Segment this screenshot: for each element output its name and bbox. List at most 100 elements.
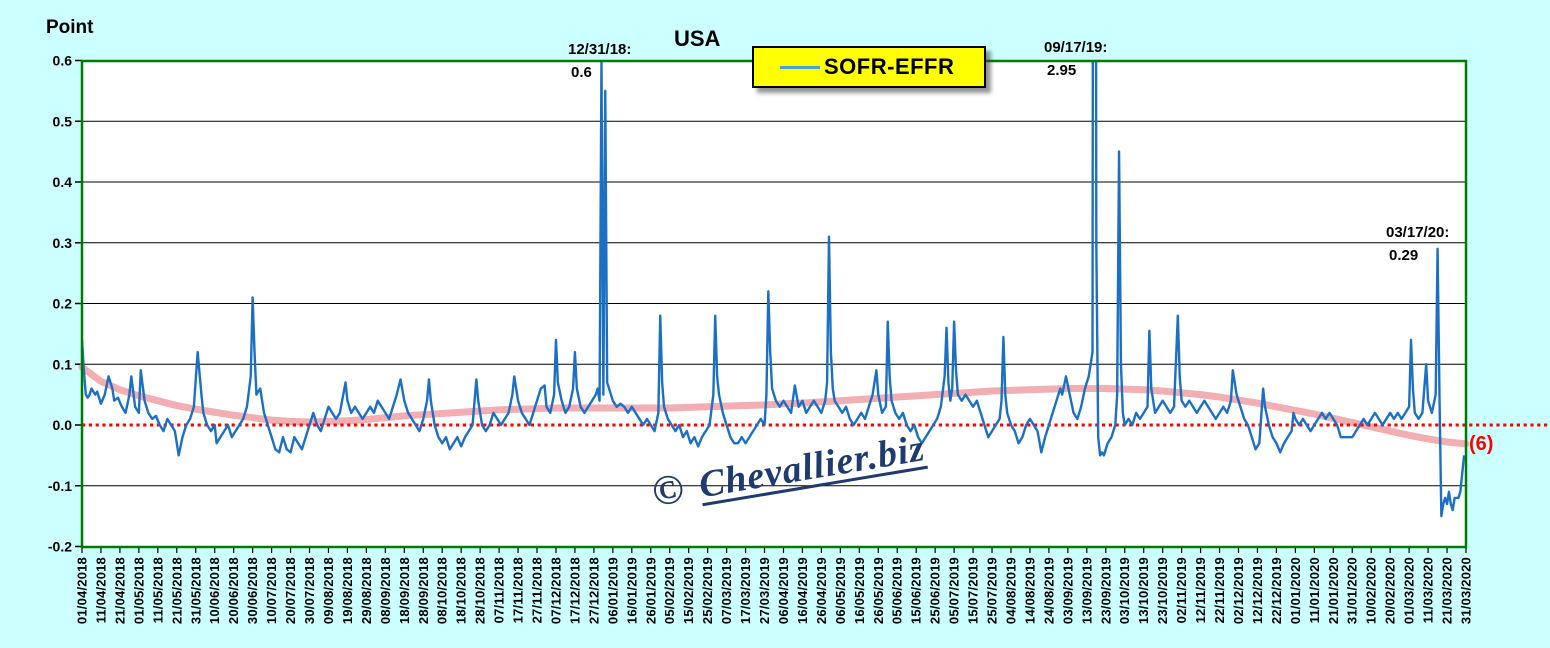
x-axis-label: 06/01/2019 — [605, 557, 620, 624]
sofr-effr-line — [82, 61, 1466, 518]
x-axis-label: 07/11/2018 — [492, 557, 507, 623]
x-axis-label: 05/07/2019 — [947, 557, 962, 624]
x-axis-label: 11/03/2020 — [1421, 557, 1436, 623]
x-axis-label: 02/12/2019 — [1231, 557, 1246, 624]
y-axis-label: -0.2 — [48, 539, 72, 555]
x-axis-label: 07/03/2019 — [719, 557, 734, 624]
x-axis-label: 20/02/2020 — [1383, 557, 1398, 624]
x-axis-label: 03/10/2019 — [1117, 557, 1132, 624]
x-axis-label: 01/05/2018 — [131, 557, 146, 624]
x-axis-label: 15/06/2019 — [909, 557, 924, 624]
x-axis-label: 31/01/2020 — [1345, 557, 1360, 624]
annotation-value: 0.6 — [571, 64, 592, 81]
legend: SOFR-EFFR — [752, 46, 986, 88]
annotation-date: 09/17/19: — [1044, 39, 1108, 56]
y-axis-label: -0.1 — [48, 478, 72, 494]
x-axis-label: 03/09/2019 — [1060, 557, 1075, 624]
y-axis-title: Point — [46, 17, 94, 38]
x-axis-label: 06/04/2019 — [776, 557, 791, 624]
x-axis-label: 21/03/2020 — [1440, 557, 1455, 624]
x-axis-label: 11/04/2018 — [93, 557, 108, 623]
x-axis-label: 19/08/2018 — [340, 557, 355, 624]
x-axis-label: 05/06/2019 — [890, 557, 905, 624]
annotation-date: 03/17/20: — [1386, 224, 1450, 241]
x-axis-label: 13/10/2019 — [1136, 557, 1151, 624]
x-axis-label: 30/06/2018 — [245, 557, 260, 624]
x-axis-label: 27/03/2019 — [757, 557, 772, 624]
annotation-value: 2.95 — [1047, 62, 1077, 79]
x-axis-label: 04/08/2019 — [1003, 557, 1018, 624]
x-axis-label: 11/01/2020 — [1307, 557, 1322, 623]
x-axis-label: 15/07/2019 — [966, 557, 981, 624]
x-axis-label: 21/04/2018 — [112, 557, 127, 624]
x-axis-label: 07/12/2018 — [548, 557, 563, 624]
copyright-icon: © — [648, 465, 688, 517]
x-axis-label: 30/07/2018 — [302, 557, 317, 624]
x-axis-label: 12/12/2019 — [1250, 557, 1265, 624]
x-axis-label: 10/06/2018 — [207, 557, 222, 624]
y-axis-label: 0.4 — [53, 174, 73, 190]
annotation-date: 12/31/18: — [568, 41, 632, 58]
x-axis-label: 22/12/2019 — [1269, 557, 1284, 624]
x-axis-label: 23/10/2019 — [1155, 557, 1170, 624]
x-axis-label: 18/10/2018 — [454, 557, 469, 624]
x-axis-label: 27/12/2018 — [586, 557, 601, 624]
x-axis-label: 08/09/2018 — [378, 557, 393, 624]
x-axis-label: 22/11/2019 — [1212, 557, 1227, 623]
x-axis-label: 01/03/2020 — [1402, 557, 1417, 624]
x-axis-label: 08/10/2018 — [435, 557, 450, 624]
x-axis-label: 27/11/2018 — [530, 557, 545, 623]
x-axis-label: 26/04/2019 — [814, 557, 829, 624]
x-axis-label: 31/03/2020 — [1459, 557, 1474, 624]
right-note: (6) — [1469, 433, 1494, 455]
x-axis-label: 21/01/2020 — [1326, 557, 1341, 624]
y-axis-label: 0.3 — [53, 235, 73, 251]
y-axis-label: 0.6 — [53, 53, 73, 69]
x-axis-label: 10/02/2020 — [1364, 557, 1379, 624]
annotation-max-03-17-20: 03/17/20: 0.29 — [1386, 221, 1449, 267]
x-axis-label: 25/07/2019 — [985, 557, 1000, 624]
x-axis-label: 23/09/2019 — [1098, 557, 1113, 624]
x-axis-label: 16/01/2019 — [624, 557, 639, 624]
x-axis-label: 17/12/2018 — [567, 557, 582, 624]
annotation-max-09-17-19: 09/17/19: 2.95 — [1044, 36, 1107, 82]
x-axis-label: 21/05/2018 — [169, 557, 184, 624]
annotation-max-12-31-18: 12/31/18: 0.6 — [568, 38, 631, 84]
y-axis-label: 0.2 — [53, 296, 73, 312]
y-axis-label: 0.1 — [53, 356, 73, 372]
legend-line-icon — [780, 65, 820, 69]
x-axis-label: 01/04/2018 — [75, 557, 90, 624]
x-axis-label: 17/03/2019 — [738, 557, 753, 624]
x-axis-label: 01/01/2020 — [1288, 557, 1303, 624]
x-axis-label: 13/09/2019 — [1079, 557, 1094, 624]
annotation-value: 0.29 — [1389, 247, 1419, 264]
trend-line — [78, 363, 1470, 448]
x-axis-label: 29/08/2018 — [359, 557, 374, 624]
x-axis-label: 09/08/2018 — [321, 557, 336, 624]
x-axis-label: 02/11/2019 — [1174, 557, 1189, 623]
x-axis-label: 28/09/2018 — [416, 557, 431, 624]
x-axis-label: 28/10/2018 — [473, 557, 488, 624]
x-axis-label: 17/11/2018 — [511, 557, 526, 623]
x-axis-label: 18/09/2018 — [397, 557, 412, 624]
x-axis-label: 20/07/2018 — [283, 557, 298, 624]
x-axis-label: 12/11/2019 — [1193, 557, 1208, 623]
y-axis-label: 0.0 — [53, 417, 73, 433]
x-axis-label: 31/05/2018 — [188, 557, 203, 624]
x-axis-label: 11/05/2018 — [150, 557, 165, 623]
chart-title: USA — [674, 26, 721, 51]
legend-series-label: SOFR-EFFR — [824, 54, 955, 79]
x-axis-label: 24/08/2019 — [1041, 557, 1056, 624]
x-axis-label: 05/02/2019 — [662, 557, 677, 624]
x-axis-label: 20/06/2018 — [226, 557, 241, 624]
x-axis-label: 15/02/2019 — [681, 557, 696, 624]
x-axis-label: 10/07/2018 — [264, 557, 279, 624]
x-axis-label: 16/04/2019 — [795, 557, 810, 624]
x-axis-label: 26/05/2019 — [871, 557, 886, 624]
x-axis-label: 06/05/2019 — [833, 557, 848, 624]
x-axis-label: 26/01/2019 — [643, 557, 658, 624]
x-axis-label: 14/08/2019 — [1022, 557, 1037, 624]
x-axis-label: 25/02/2019 — [700, 557, 715, 624]
